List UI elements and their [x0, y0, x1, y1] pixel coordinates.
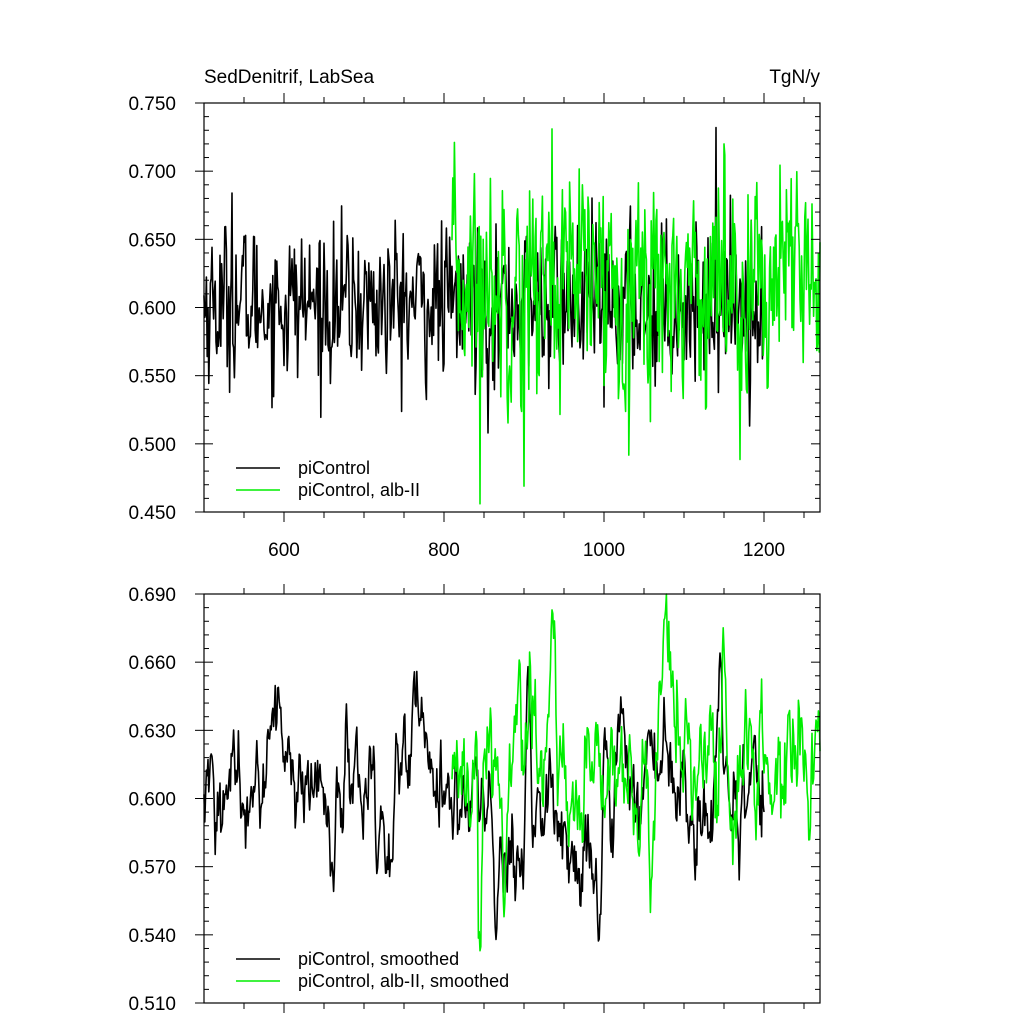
y-tick-label: 0.700: [128, 162, 176, 183]
legend-label: piControl: [298, 458, 370, 478]
x-tick-label: 800: [428, 540, 460, 561]
y-tick-label: 0.550: [128, 367, 176, 388]
y-tick-label: 0.500: [128, 435, 176, 456]
top-panel: 0.450 0.500 0.550 0.600 0.650 0.700 0.750 600 80…: [128, 93, 821, 561]
y-tick-label: 0.600: [128, 299, 176, 320]
y-tick-label: 0.450: [128, 503, 176, 524]
y-tick-label: 0.540: [128, 926, 176, 947]
y-tick-label: 0.600: [128, 790, 176, 811]
y-tick-label: 0.660: [128, 653, 176, 674]
y-tick-label: 0.570: [128, 858, 176, 879]
x-tick-label: 600: [268, 540, 300, 561]
chart-title-left: SedDenitrif, LabSea: [204, 67, 374, 88]
y-tick-label: 0.690: [128, 585, 176, 606]
y-tick-label: 0.650: [128, 230, 176, 251]
y-tick-label: 0.630: [128, 721, 176, 742]
series-line-top-alb-ii: [451, 128, 821, 505]
legend-label: piControl, alb-II: [298, 480, 420, 500]
legend-label: piControl, alb-II, smoothed: [298, 971, 509, 991]
legend-label: piControl, smoothed: [298, 949, 459, 969]
bottom-panel: 0.510 0.540 0.570 0.600 0.630 0.660 0.690 piCon…: [128, 584, 821, 1015]
chart-title-right: TgN/y: [769, 67, 820, 88]
x-tick-label: 1000: [583, 540, 625, 561]
y-tick-label: 0.750: [128, 94, 176, 115]
y-tick-label: 0.510: [128, 994, 176, 1015]
series-line-bottom-picontrol: [203, 652, 765, 942]
x-tick-label: 1200: [743, 540, 785, 561]
series-line-bottom-alb-ii: [451, 593, 821, 952]
